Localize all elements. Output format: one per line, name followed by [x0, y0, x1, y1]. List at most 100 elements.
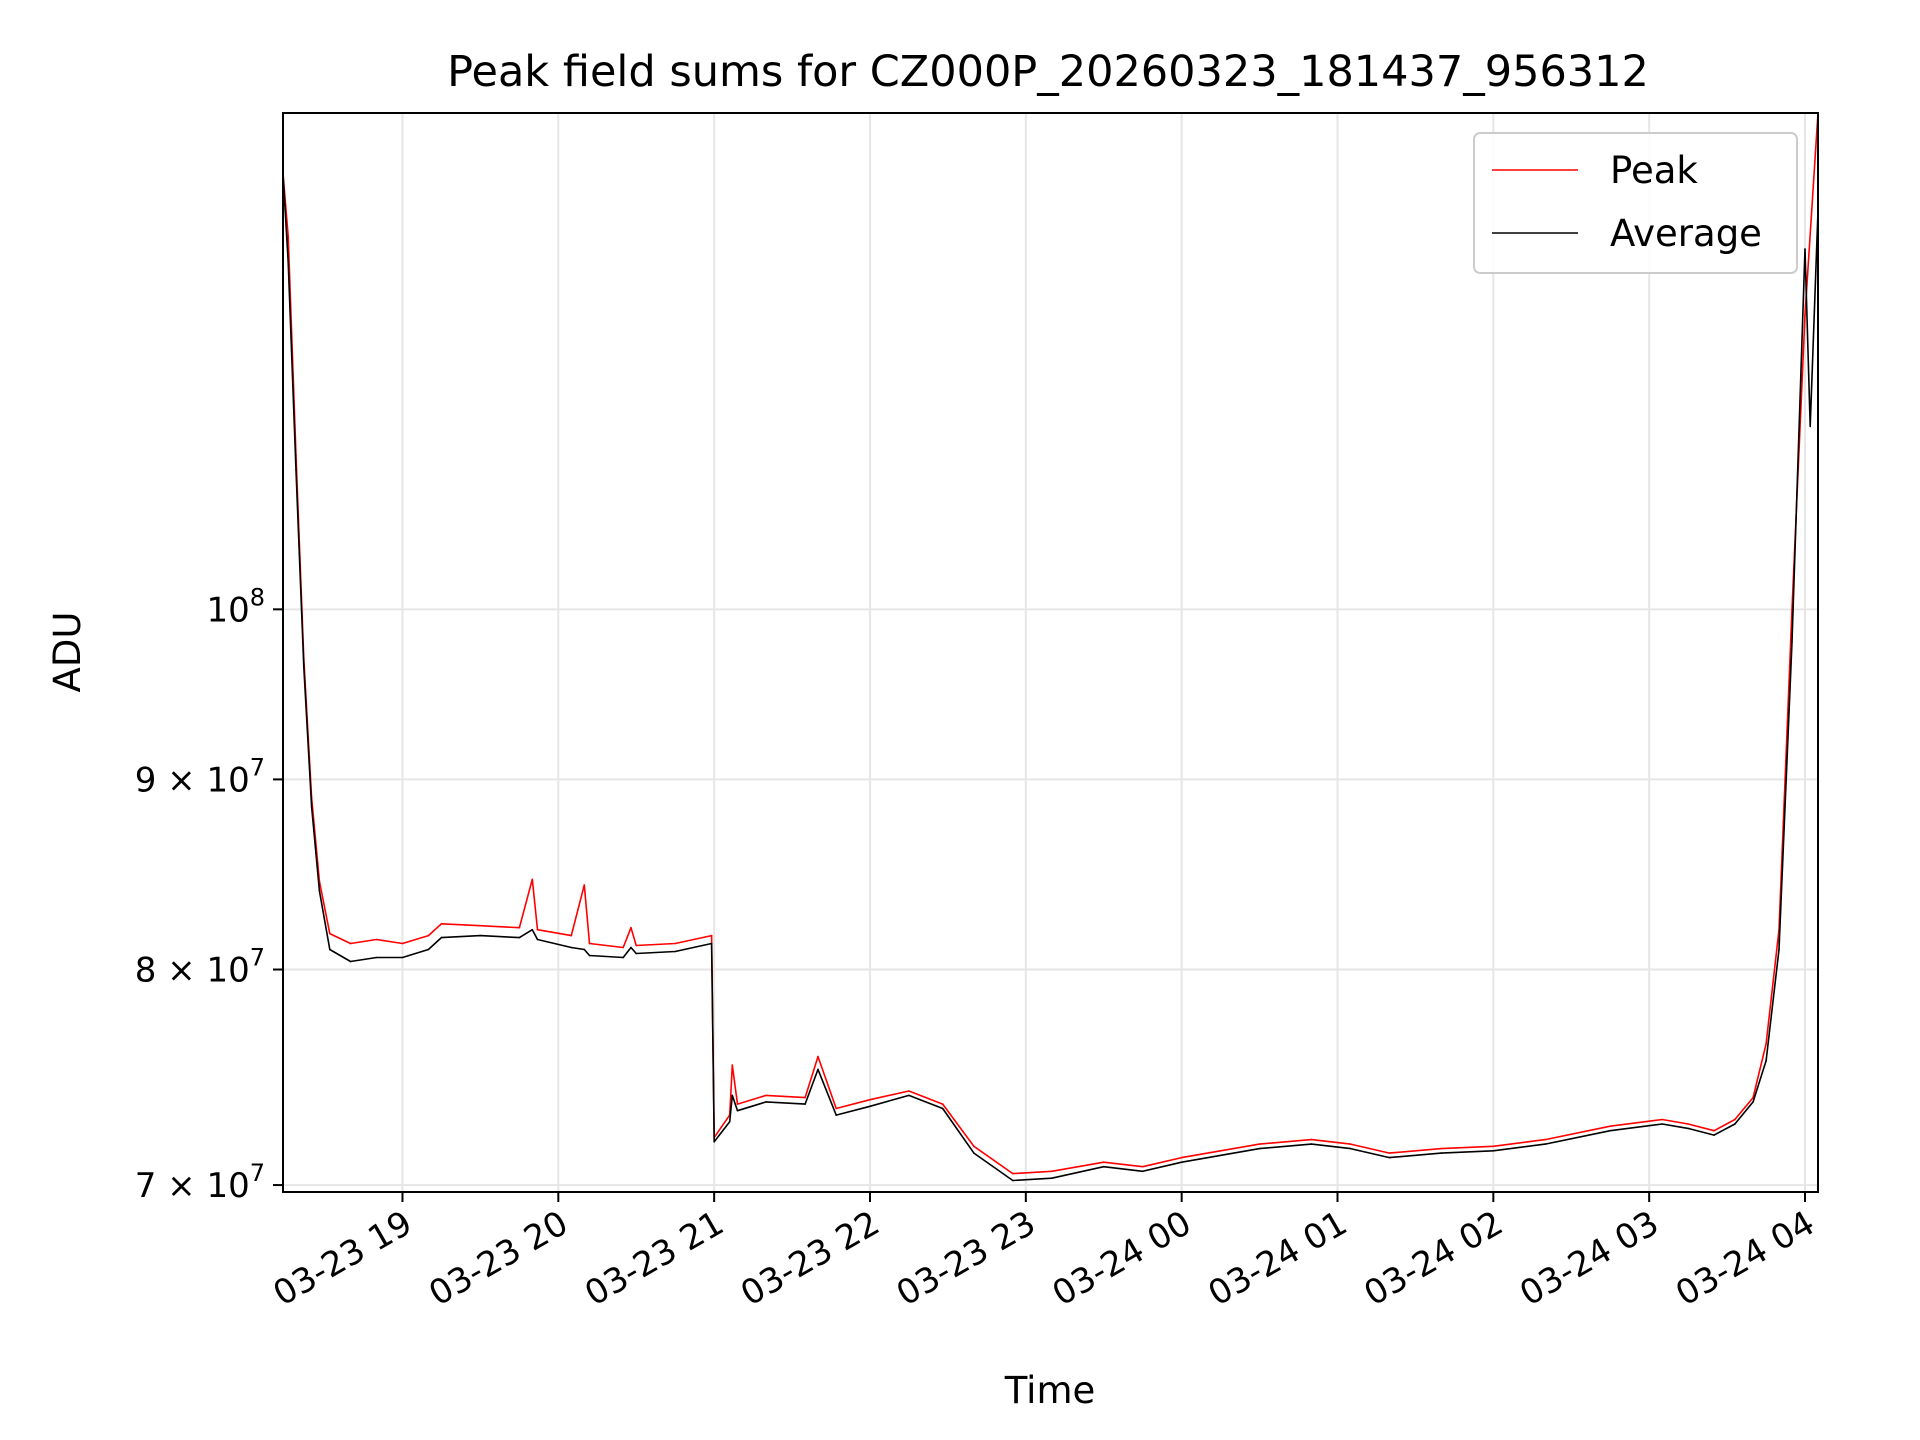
- data-point-peak: [588, 942, 591, 945]
- data-point-peak: [531, 878, 534, 881]
- data-point-average: [329, 948, 331, 951]
- x-tick-label: 03-23 22: [734, 1203, 886, 1314]
- data-point-peak: [736, 1103, 739, 1105]
- data-point-average: [731, 1094, 734, 1097]
- data-point-average: [1388, 1156, 1391, 1159]
- data-point-average: [630, 946, 632, 949]
- x-tick-label: 03-24 00: [1046, 1203, 1198, 1314]
- data-point-average: [440, 936, 443, 939]
- data-point-peak: [1544, 1138, 1547, 1141]
- data-point-average: [1809, 425, 1811, 428]
- x-tick-label: 03-24 02: [1357, 1203, 1509, 1314]
- data-point-average: [1734, 1123, 1736, 1125]
- data-point-average: [1102, 1165, 1105, 1168]
- data-point-peak: [1687, 1123, 1689, 1125]
- data-point-peak: [765, 1094, 767, 1097]
- data-point-average: [973, 1152, 975, 1154]
- x-tick-label: 03-23 19: [267, 1203, 419, 1314]
- data-point-peak: [1609, 1125, 1611, 1127]
- data-point-average: [635, 952, 637, 955]
- data-point-average: [728, 1121, 731, 1123]
- x-tick-label: 03-23 20: [422, 1203, 574, 1314]
- legend-label-average: Average: [1610, 212, 1762, 255]
- data-point-average: [1012, 1179, 1014, 1182]
- data-point-average: [427, 948, 430, 951]
- data-point-average: [588, 954, 591, 957]
- y-axis-label: ADU: [46, 612, 89, 693]
- data-point-peak: [973, 1145, 975, 1148]
- data-point-average: [303, 666, 305, 668]
- data-point-average: [318, 890, 321, 892]
- series-layer: [282, 112, 1819, 1182]
- x-tick-label: 03-23 23: [890, 1203, 1042, 1314]
- data-point-average: [536, 938, 539, 941]
- data-point-peak: [518, 926, 521, 929]
- data-point-average: [1661, 1123, 1663, 1125]
- data-point-peak: [401, 942, 404, 945]
- data-point-peak: [1102, 1161, 1105, 1163]
- data-point-peak: [1765, 1043, 1767, 1045]
- grid: [283, 113, 1818, 1192]
- data-point-peak: [817, 1055, 819, 1058]
- data-point-average: [1440, 1152, 1443, 1154]
- data-point-peak: [570, 934, 573, 937]
- data-point-average: [1713, 1134, 1715, 1136]
- data-point-peak: [427, 934, 430, 937]
- x-tick-label: 03-24 03: [1513, 1203, 1665, 1314]
- data-point-peak: [1310, 1138, 1313, 1141]
- data-point-peak: [869, 1098, 871, 1101]
- data-point-average: [804, 1103, 806, 1105]
- y-tick-label: 7 × 107: [135, 1159, 265, 1206]
- data-point-average: [310, 805, 313, 808]
- data-point-average: [908, 1094, 910, 1097]
- data-point-peak: [440, 923, 443, 925]
- data-point-average: [479, 934, 482, 937]
- data-point-peak: [583, 884, 586, 886]
- data-point-peak: [1388, 1152, 1391, 1154]
- data-point-average: [1349, 1147, 1352, 1150]
- data-point-average: [287, 261, 290, 263]
- data-point-peak: [835, 1107, 837, 1110]
- y-tick-label: 9 × 107: [135, 753, 265, 800]
- data-point-average: [1791, 641, 1793, 643]
- x-axis-label: Time: [1004, 1369, 1096, 1412]
- data-point-average: [765, 1101, 767, 1103]
- data-point-average: [835, 1114, 837, 1116]
- data-point-peak: [1012, 1172, 1014, 1175]
- data-point-average: [1765, 1060, 1767, 1062]
- data-point-average: [583, 948, 586, 951]
- data-point-average: [1804, 248, 1806, 250]
- data-point-average: [710, 942, 713, 945]
- data-point-average: [401, 956, 404, 959]
- data-point-peak: [1713, 1129, 1715, 1132]
- data-point-peak: [674, 942, 676, 945]
- y-tick-label: 108: [206, 583, 265, 630]
- chart-title: Peak field sums for CZ000P_20260323_1814…: [447, 47, 1649, 97]
- data-point-peak: [329, 932, 331, 935]
- data-point-peak: [1258, 1143, 1261, 1145]
- data-point-average: [941, 1107, 944, 1110]
- data-point-peak: [804, 1096, 806, 1099]
- data-point-average: [1141, 1170, 1144, 1173]
- data-point-peak: [710, 934, 713, 937]
- x-tick-label: 03-24 04: [1669, 1203, 1821, 1314]
- plot-frame: [282, 112, 1819, 1193]
- data-point-average: [518, 936, 521, 939]
- data-point-average: [1778, 948, 1780, 951]
- data-point-peak: [1349, 1143, 1352, 1145]
- data-point-peak: [536, 928, 539, 931]
- data-point-average: [1310, 1143, 1313, 1145]
- data-point-peak: [622, 946, 624, 949]
- data-point-average: [375, 956, 378, 959]
- legend: Peak Average: [1473, 132, 1798, 274]
- data-point-peak: [1141, 1165, 1144, 1168]
- data-point-peak: [1661, 1118, 1663, 1121]
- data-point-average: [622, 956, 624, 959]
- data-point-peak: [1492, 1145, 1495, 1148]
- data-point-average: [817, 1068, 819, 1071]
- x-tick-label: 03-24 01: [1202, 1203, 1354, 1314]
- x-tick-label: 03-23 21: [578, 1203, 730, 1314]
- data-point-peak: [375, 938, 378, 941]
- data-point-average: [1544, 1143, 1547, 1145]
